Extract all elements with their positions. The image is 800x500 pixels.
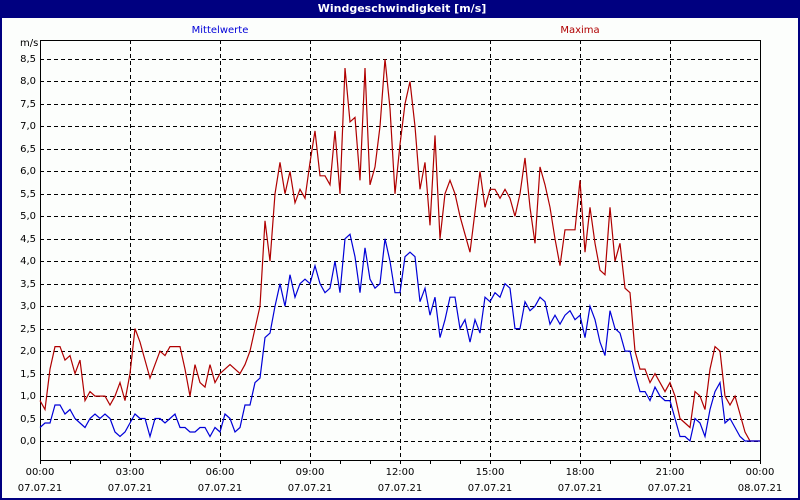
series-line-mittelwerte <box>39 233 760 443</box>
y-tick-label: 6,5 <box>20 143 36 155</box>
grid-lines <box>40 40 760 460</box>
window-title: Windgeschwindigkeit [m/s] <box>2 0 800 18</box>
series-line-maxima <box>39 58 760 442</box>
y-tick-label: 1,0 <box>20 390 36 402</box>
y-tick-label: 2,5 <box>20 323 36 335</box>
x-tick-label: 00:00 07.07.21 <box>17 467 63 494</box>
x-tick-label: 15:00 07.07.21 <box>467 467 513 494</box>
y-tick-label: 6,0 <box>20 165 36 177</box>
legend-mean-label: Mittelwerte <box>191 25 249 36</box>
x-tick-label: 09:00 07.07.21 <box>287 467 333 494</box>
y-tick-label: 4,5 <box>20 233 36 245</box>
y-tick-label: 5,0 <box>20 210 36 222</box>
y-tick-label: 3,0 <box>20 300 36 312</box>
y-tick-label: 7,5 <box>20 98 36 110</box>
plot-frame <box>40 40 761 464</box>
x-tick-label: 12:00 07.07.21 <box>377 467 423 494</box>
y-tick-label: 0,5 <box>20 413 36 425</box>
x-tick-label: 00:00 08.07.21 <box>737 467 783 494</box>
x-tick-label: 06:00 07.07.21 <box>197 467 243 494</box>
y-tick-label: 0,0 <box>20 435 36 447</box>
y-tick-label: 5,5 <box>20 188 36 200</box>
y-tick-label: 2,0 <box>20 345 36 357</box>
y-tick-label: 7,0 <box>20 120 36 132</box>
legend-max-label: Maxima <box>560 25 600 36</box>
x-tick-label: 18:00 07.07.21 <box>557 467 603 494</box>
y-tick-label: 8,0 <box>20 75 36 87</box>
x-tick-label: 03:00 07.07.21 <box>107 467 153 494</box>
y-tick-label: 8,5 <box>20 53 36 65</box>
y-axis-unit-label: m/s <box>20 38 39 49</box>
y-tick-label: 3,5 <box>20 278 36 290</box>
y-tick-label: 4,0 <box>20 255 36 267</box>
y-tick-label: 1,5 <box>20 368 36 380</box>
x-tick-label: 21:00 07.07.21 <box>647 467 693 494</box>
